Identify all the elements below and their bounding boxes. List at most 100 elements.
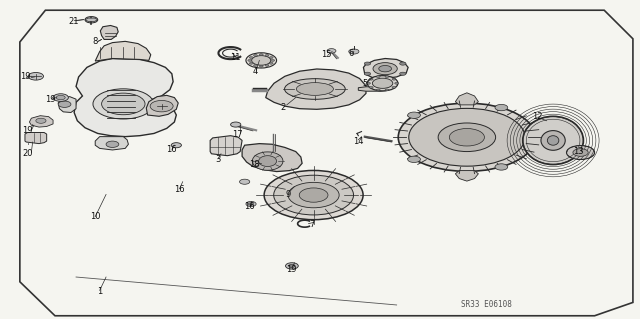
Ellipse shape [246, 53, 276, 68]
Circle shape [239, 179, 250, 184]
Ellipse shape [367, 76, 398, 91]
Circle shape [259, 54, 263, 56]
Polygon shape [58, 97, 76, 113]
Polygon shape [210, 136, 242, 156]
Text: 19: 19 [20, 72, 30, 81]
Polygon shape [266, 69, 366, 109]
Circle shape [364, 72, 371, 75]
Circle shape [495, 104, 508, 111]
Circle shape [495, 164, 508, 170]
Ellipse shape [523, 116, 584, 165]
Circle shape [573, 149, 588, 156]
Ellipse shape [259, 156, 276, 167]
Circle shape [53, 94, 68, 101]
Circle shape [172, 143, 181, 148]
Ellipse shape [409, 108, 525, 166]
Circle shape [367, 82, 371, 84]
Ellipse shape [449, 129, 484, 146]
Circle shape [369, 78, 373, 80]
Text: SR33 E06108: SR33 E06108 [461, 300, 511, 309]
Circle shape [253, 55, 257, 56]
Polygon shape [100, 26, 118, 40]
Text: 16: 16 [166, 145, 177, 154]
Ellipse shape [379, 65, 392, 72]
Circle shape [250, 56, 253, 58]
Text: 18: 18 [250, 160, 260, 169]
Circle shape [246, 201, 256, 206]
Text: 17: 17 [232, 130, 243, 138]
Ellipse shape [373, 63, 397, 75]
Circle shape [265, 55, 269, 56]
Circle shape [327, 49, 336, 53]
Ellipse shape [398, 103, 536, 171]
Circle shape [399, 72, 406, 75]
Circle shape [28, 72, 44, 80]
Text: 12: 12 [532, 112, 542, 121]
Circle shape [369, 86, 373, 88]
Circle shape [364, 62, 371, 65]
Circle shape [150, 100, 173, 112]
Polygon shape [85, 18, 98, 21]
Text: 14: 14 [353, 137, 364, 145]
Circle shape [265, 64, 269, 66]
Ellipse shape [274, 175, 353, 215]
Text: 3: 3 [215, 155, 221, 164]
Ellipse shape [264, 170, 363, 220]
Ellipse shape [372, 78, 393, 88]
Ellipse shape [300, 188, 328, 202]
Ellipse shape [296, 83, 333, 95]
Polygon shape [20, 10, 633, 316]
Polygon shape [74, 58, 176, 137]
Text: 5: 5 [362, 79, 367, 88]
Circle shape [385, 89, 389, 91]
Ellipse shape [252, 56, 271, 65]
Circle shape [271, 59, 275, 61]
Circle shape [106, 141, 119, 147]
Circle shape [56, 95, 65, 100]
Circle shape [85, 17, 98, 23]
Text: 8: 8 [93, 38, 98, 47]
Text: 16: 16 [174, 185, 185, 194]
Circle shape [408, 112, 420, 118]
Polygon shape [364, 58, 408, 78]
Polygon shape [358, 87, 389, 91]
Text: 20: 20 [22, 149, 33, 158]
Ellipse shape [288, 182, 339, 208]
Circle shape [248, 59, 252, 61]
Ellipse shape [102, 93, 145, 115]
Circle shape [392, 78, 396, 80]
Text: 10: 10 [90, 212, 100, 221]
Text: 19: 19 [286, 264, 296, 274]
Ellipse shape [252, 152, 283, 170]
Ellipse shape [93, 89, 154, 119]
Circle shape [376, 89, 380, 91]
Text: 4: 4 [252, 67, 257, 76]
Circle shape [408, 156, 420, 162]
Polygon shape [25, 132, 47, 144]
Circle shape [248, 203, 253, 205]
Circle shape [399, 62, 406, 65]
Polygon shape [456, 93, 478, 105]
Circle shape [566, 145, 595, 160]
Circle shape [269, 56, 273, 58]
Circle shape [285, 263, 298, 269]
Text: 19: 19 [45, 95, 56, 104]
Text: 1: 1 [97, 287, 102, 296]
Circle shape [349, 49, 359, 54]
Circle shape [392, 86, 396, 88]
Polygon shape [95, 41, 151, 61]
Circle shape [385, 76, 389, 78]
Ellipse shape [438, 123, 495, 152]
Circle shape [58, 101, 71, 108]
Circle shape [253, 64, 257, 66]
Circle shape [250, 62, 253, 64]
Text: 13: 13 [573, 147, 584, 156]
Text: 19: 19 [22, 126, 33, 135]
Text: 15: 15 [321, 50, 332, 59]
Circle shape [230, 122, 241, 127]
Polygon shape [456, 171, 478, 181]
Polygon shape [29, 116, 53, 127]
Circle shape [36, 118, 46, 123]
Circle shape [269, 62, 273, 64]
Circle shape [395, 82, 399, 84]
